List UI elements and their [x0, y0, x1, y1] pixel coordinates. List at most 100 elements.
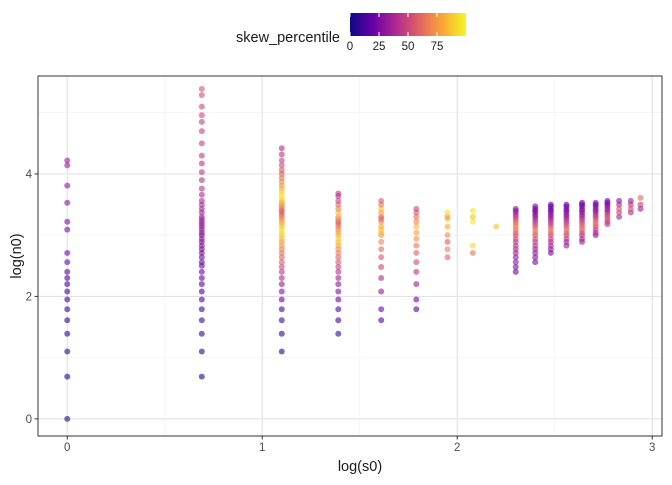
data-point [278, 145, 285, 152]
data-point [378, 288, 385, 295]
data-point [592, 199, 599, 206]
minor-gridlines [38, 76, 662, 436]
data-point [378, 213, 385, 220]
y-tick-label: 2 [26, 291, 32, 303]
data-point [563, 201, 570, 208]
data-point [532, 259, 539, 266]
legend-tick-label: 50 [402, 41, 415, 53]
data-point [198, 254, 205, 261]
data-point [335, 296, 342, 303]
data-point [627, 197, 634, 204]
data-point [278, 317, 285, 324]
data-point [278, 254, 285, 261]
data-point [335, 264, 342, 271]
data-point [469, 242, 476, 249]
data-point [637, 201, 644, 208]
data-point [64, 182, 71, 189]
data-point [64, 218, 71, 225]
data-point [278, 259, 285, 266]
data-point [198, 103, 205, 110]
data-point [512, 264, 519, 271]
data-point [64, 330, 71, 337]
data-point [64, 317, 71, 324]
plot-area [37, 75, 663, 437]
data-point [335, 317, 342, 324]
y-axis: 0 2 4 [26, 169, 38, 426]
data-point [64, 281, 71, 288]
data-point [198, 213, 205, 220]
data-point [198, 288, 205, 295]
data-point [198, 330, 205, 337]
data-point [378, 264, 385, 271]
data-point [198, 205, 205, 212]
data-point [64, 226, 71, 233]
data-point [278, 157, 285, 164]
data-point [64, 306, 71, 313]
data-point [413, 213, 420, 220]
data-point [335, 275, 342, 282]
data-point [198, 191, 205, 198]
data-point [532, 254, 539, 261]
data-point [378, 275, 385, 282]
data-point [198, 85, 205, 92]
data-point [378, 254, 385, 261]
data-point [579, 199, 586, 206]
data-point [512, 268, 519, 275]
data-point [278, 162, 285, 169]
x-tick-label: 1 [259, 442, 265, 454]
data-point [198, 306, 205, 313]
panel-background [38, 76, 662, 436]
y-tick-label: 0 [26, 414, 32, 426]
data-point [378, 238, 385, 245]
data-point [198, 373, 205, 380]
data-point [198, 259, 205, 266]
data-point [413, 249, 420, 256]
data-point [378, 306, 385, 313]
data-point [198, 197, 205, 204]
data-point [444, 213, 451, 220]
data-point [198, 169, 205, 176]
data-point [198, 128, 205, 135]
x-tick-label: 2 [454, 442, 460, 454]
data-point [64, 296, 71, 303]
data-point [413, 296, 420, 303]
data-point [512, 259, 519, 266]
data-point [64, 268, 71, 275]
data-point [335, 306, 342, 313]
data-point [469, 207, 476, 214]
x-axis: 0 1 2 3 [64, 436, 655, 454]
data-point [532, 203, 539, 210]
data-point [444, 232, 451, 239]
data-point [278, 306, 285, 313]
data-point [198, 118, 205, 125]
data-point [64, 288, 71, 295]
colorbar [350, 13, 466, 36]
data-point [413, 281, 420, 288]
data-point [198, 140, 205, 147]
colorbar-legend: skew_percentile 0 25 50 75 [236, 13, 466, 53]
data-point [198, 91, 205, 98]
data-point [413, 242, 420, 249]
data-point [278, 151, 285, 158]
data-point [413, 306, 420, 313]
data-point [512, 205, 519, 212]
data-point [469, 218, 476, 225]
data-point [198, 296, 205, 303]
data-point [278, 275, 285, 282]
panel-border [37, 75, 663, 437]
data-point [198, 185, 205, 192]
data-point [198, 317, 205, 324]
data-point [198, 275, 205, 282]
data-point [198, 152, 205, 159]
data-point [335, 330, 342, 337]
data-point [278, 296, 285, 303]
data-point [335, 259, 342, 266]
data-point [378, 197, 385, 204]
x-tick-label: 0 [64, 442, 70, 454]
data-point [413, 229, 420, 236]
data-point [378, 223, 385, 230]
data-point [278, 264, 285, 271]
x-axis-label: log(s0) [338, 459, 382, 475]
data-point [278, 281, 285, 288]
data-point [413, 268, 420, 275]
